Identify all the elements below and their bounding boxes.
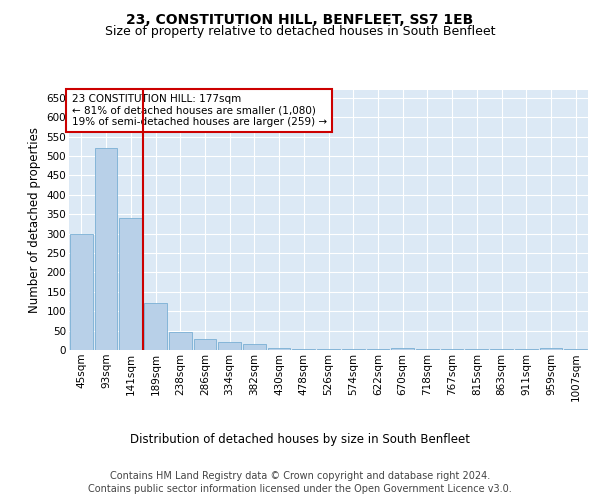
Bar [95,148,118,350]
Bar [564,349,587,350]
Text: Distribution of detached houses by size in South Benfleet: Distribution of detached houses by size … [130,432,470,446]
Bar [144,304,167,350]
Bar [194,339,216,350]
Bar [268,348,290,350]
Bar [292,349,315,350]
Bar [515,349,538,350]
Text: 23, CONSTITUTION HILL, BENFLEET, SS7 1EB: 23, CONSTITUTION HILL, BENFLEET, SS7 1EB [127,12,473,26]
Bar [367,349,389,350]
Bar [119,218,142,350]
Bar [466,349,488,350]
Text: Contains HM Land Registry data © Crown copyright and database right 2024.: Contains HM Land Registry data © Crown c… [110,471,490,481]
Bar [490,349,513,350]
Bar [441,349,463,350]
Y-axis label: Number of detached properties: Number of detached properties [28,127,41,313]
Bar [218,342,241,350]
Text: Size of property relative to detached houses in South Benfleet: Size of property relative to detached ho… [105,25,495,38]
Bar [391,348,414,350]
Bar [169,332,191,350]
Bar [539,348,562,350]
Text: Contains public sector information licensed under the Open Government Licence v3: Contains public sector information licen… [88,484,512,494]
Bar [317,349,340,350]
Bar [342,349,365,350]
Bar [70,234,93,350]
Bar [416,349,439,350]
Bar [243,344,266,350]
Text: 23 CONSTITUTION HILL: 177sqm
← 81% of detached houses are smaller (1,080)
19% of: 23 CONSTITUTION HILL: 177sqm ← 81% of de… [71,94,327,127]
